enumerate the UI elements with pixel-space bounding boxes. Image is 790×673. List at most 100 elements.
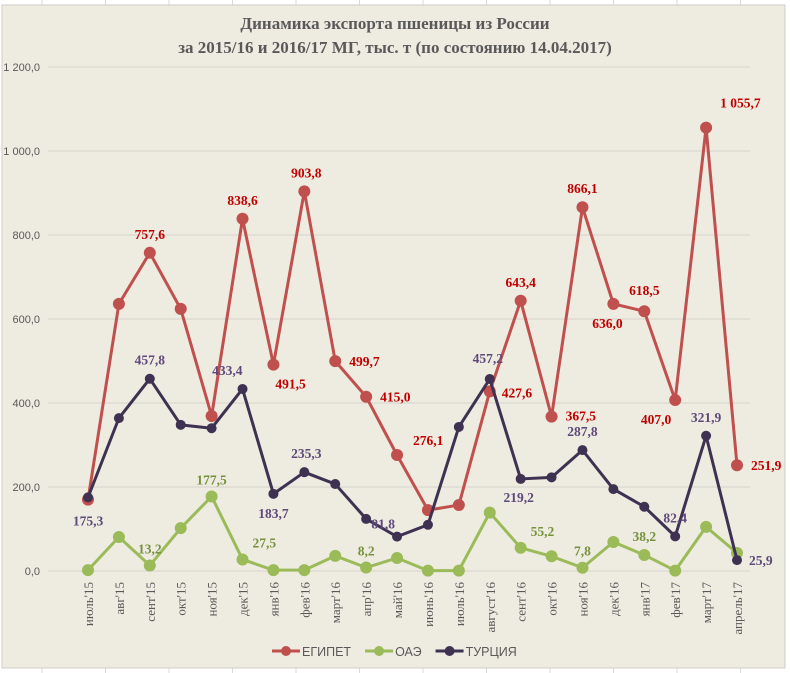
data-point (607, 297, 620, 310)
data-point (236, 212, 249, 225)
data-point (545, 550, 558, 563)
gridlines (48, 66, 750, 572)
data-point (669, 564, 682, 577)
legend: ЕГИПЕТ ОАЭ ТУРЦИЯ (272, 645, 517, 659)
data-point (670, 531, 681, 542)
data-point (453, 421, 464, 432)
chart-area (1, 4, 786, 669)
data-label: 367,5 (566, 409, 597, 424)
legend-item: ОАЭ (365, 645, 422, 659)
data-label: 177,5 (196, 472, 227, 487)
data-point (421, 564, 434, 577)
data-point (700, 520, 713, 533)
data-label: 407,0 (641, 412, 672, 427)
data-point (452, 499, 465, 512)
data-point (236, 553, 249, 566)
legend-item: ЕГИПЕТ (272, 645, 351, 659)
x-tick-label: окт'16 (545, 582, 560, 616)
data-point (298, 185, 311, 198)
series-2 (83, 373, 742, 566)
data-point (267, 358, 280, 371)
data-point (329, 355, 342, 368)
data-point (514, 294, 527, 307)
data-label: 25,9 (749, 553, 773, 568)
legend-label: ОАЭ (395, 645, 422, 659)
data-point (484, 373, 495, 384)
x-tick-label: апрель'17 (730, 582, 745, 635)
data-point (206, 423, 217, 434)
data-point (576, 561, 589, 574)
data-point (174, 522, 187, 535)
data-point (143, 559, 156, 572)
data-label: 38,2 (632, 529, 656, 544)
legend-label: ТУРЦИЯ (466, 645, 517, 659)
data-label: 13,2 (138, 541, 162, 556)
data-point (576, 201, 589, 214)
legend-marker (444, 646, 455, 656)
legend-label: ЕГИПЕТ (302, 645, 351, 659)
chart-title-line1: Динамика экспорта пшеницы из России (240, 14, 549, 33)
data-point (607, 536, 620, 549)
x-tick-label: июнь'16 (421, 582, 436, 627)
data-point (701, 430, 712, 441)
x-tick-label: фев'17 (668, 582, 683, 618)
data-label: 618,5 (629, 283, 660, 298)
data-label: 287,8 (567, 424, 598, 439)
data-point (577, 445, 588, 456)
data-label: 433,4 (212, 363, 243, 378)
x-tick-label: сент'16 (514, 582, 529, 622)
data-point (515, 473, 526, 484)
x-tick-label: март'17 (699, 582, 714, 624)
legend-marker (374, 646, 385, 656)
x-tick-label: янв'16 (266, 582, 281, 617)
data-point (700, 121, 713, 134)
y-tick-label: 1 200,0 (3, 62, 40, 74)
data-point (639, 501, 650, 512)
data-label: 235,3 (291, 446, 322, 461)
x-tick-label: август'16 (483, 582, 498, 633)
series-line (86, 126, 739, 512)
data-label: 175,3 (73, 513, 104, 528)
data-point (360, 561, 373, 574)
y-tick-label: 600,0 (12, 314, 40, 326)
data-point (360, 390, 373, 403)
data-point (732, 555, 742, 566)
series-0 (82, 121, 743, 517)
data-point (391, 449, 404, 462)
x-tick-label: ноя'16 (575, 582, 590, 617)
x-tick-label: фев'16 (297, 582, 312, 618)
x-tick-label: дек'16 (606, 582, 621, 617)
data-point (391, 551, 404, 564)
data-label: 276,1 (413, 433, 444, 448)
data-label: 27,5 (253, 535, 277, 550)
data-label: 499,7 (349, 354, 380, 369)
y-tick-label: 0,0 (25, 566, 40, 578)
x-tick-label: дек'15 (236, 582, 251, 616)
y-tick-label: 200,0 (12, 482, 40, 494)
data-label: 219,2 (503, 490, 534, 505)
data-label: 8,2 (358, 544, 375, 559)
data-point (608, 484, 619, 495)
series-line (86, 494, 738, 573)
data-point (545, 410, 558, 423)
data-point (514, 541, 527, 554)
x-tick-label: март'16 (328, 582, 343, 624)
x-tick-label: июль'15 (81, 582, 96, 626)
x-tick-label: окт'15 (174, 582, 189, 616)
data-label: 251,9 (751, 458, 782, 473)
legend-item: ТУРЦИЯ (435, 645, 517, 659)
data-label: 636,0 (592, 316, 623, 331)
data-label: 643,4 (505, 275, 536, 290)
x-tick-label: сент'15 (143, 582, 158, 622)
data-label: 321,9 (691, 410, 722, 425)
data-point (422, 519, 433, 530)
data-label: 55,2 (531, 524, 555, 539)
data-point (205, 490, 218, 503)
chart-title-line2: за 2015/16 и 2016/17 МГ, тыс. т (по сост… (178, 38, 612, 57)
data-point (329, 549, 342, 562)
x-tick-label: ноя'15 (205, 582, 220, 617)
data-point (299, 467, 310, 478)
data-point (298, 564, 311, 577)
series-1 (82, 490, 743, 577)
y-axis: 0,0 200,0 400,0 600,0 800,0 1 000,0 1 200,0 (3, 62, 40, 578)
